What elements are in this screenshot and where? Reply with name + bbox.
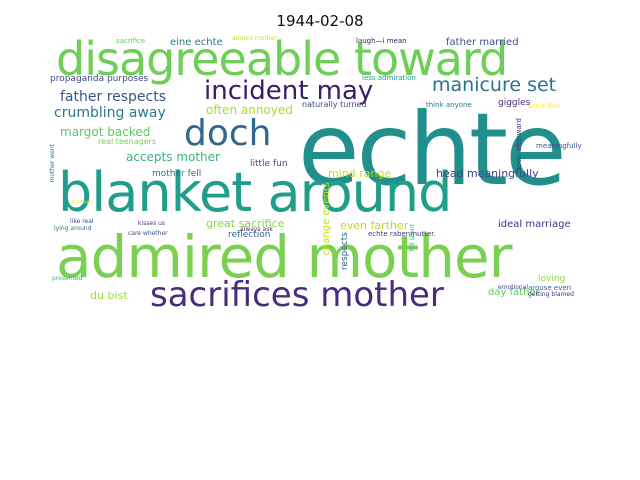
word-getting-blamed: getting blamed <box>528 291 574 298</box>
word-ideal-marriage: ideal marriage <box>498 219 571 230</box>
word-du-bist: du bist <box>90 289 128 302</box>
word-father-married: father married <box>446 37 519 48</box>
word-father-respects: father respects <box>60 89 167 105</box>
word-naturally-turned: naturally turned <box>302 100 367 109</box>
chart-title: 1944-02-08 <box>276 12 364 30</box>
word-doch: doch <box>184 113 272 154</box>
word-echte-rabenmutter: echte rabenmutter. <box>368 230 436 238</box>
word-eine-echte: eine echte <box>170 37 223 48</box>
word-great-sacrifice: great sacrifice <box>206 217 285 230</box>
word-admire-mother: admire mother <box>232 35 277 42</box>
word-even-farther: even farther <box>340 219 409 232</box>
word-respects: respects <box>340 232 350 271</box>
word-crumbling-away: crumbling away <box>54 105 166 121</box>
word-reflection: reflection <box>228 230 271 240</box>
word-mother-fell: mother fell <box>152 169 202 179</box>
word-disagreeable-toward: disagreeable toward <box>56 32 508 86</box>
word-accepts-mother: accepts mother <box>126 150 220 164</box>
word-loving: loving <box>538 274 566 284</box>
word-cloud: echte blanket around admired mother disa… <box>49 32 594 315</box>
word-arouse-even: arouse even <box>528 284 572 292</box>
word-entire-floor: entire floor <box>528 103 562 110</box>
word-kisses-us: kisses us <box>138 220 166 227</box>
word-care-whether: care whether <box>128 230 168 237</box>
word-sacrifice: sacrifice <box>116 37 146 45</box>
word-emotional: emotional <box>498 284 529 291</box>
word-like-real: like real <box>70 218 94 225</box>
word-think-anyone: think anyone <box>426 101 472 109</box>
word-propaganda-purposes: propaganda purposes <box>50 74 149 84</box>
word-change-events: change events <box>321 182 332 256</box>
word-sacrifices-mother: sacrifices mother <box>150 275 444 315</box>
word-laugh-i-mean: laugh—i mean <box>356 37 407 45</box>
word-manicure-set: manicure set <box>432 74 557 96</box>
word-fell-silent: fell silent <box>409 224 416 252</box>
word-margot-backed: margot backed <box>60 125 151 139</box>
word-day-father: day father <box>488 287 540 298</box>
word-less-admiration: less admiration <box>362 74 416 82</box>
word-head-meaningfully: head meaningfully <box>436 167 539 180</box>
word-little-fun: little fun <box>250 159 288 169</box>
word-always-ask: always ask <box>240 226 273 233</box>
word-echte: echte <box>298 91 567 208</box>
word-further: further <box>72 199 93 206</box>
word-presented: presented <box>52 275 83 282</box>
word-giggles: giggles <box>498 98 531 108</box>
word-mother-went: mother went <box>49 144 56 183</box>
word-meaningfully: meaningfully <box>536 142 582 150</box>
word-incident-may: incident may <box>204 76 374 106</box>
word-real-teenagers: real teenagers <box>98 137 157 146</box>
word-lying-around: lying around <box>54 225 92 232</box>
word-blanket-around: blanket around <box>58 161 452 224</box>
word-admired-mother: admired mother <box>56 223 512 291</box>
word-often-annoyed: often annoyed <box>206 103 293 117</box>
word-soon-afterward: soon afterward <box>515 118 523 171</box>
word-mind-range: mind range <box>328 167 392 180</box>
